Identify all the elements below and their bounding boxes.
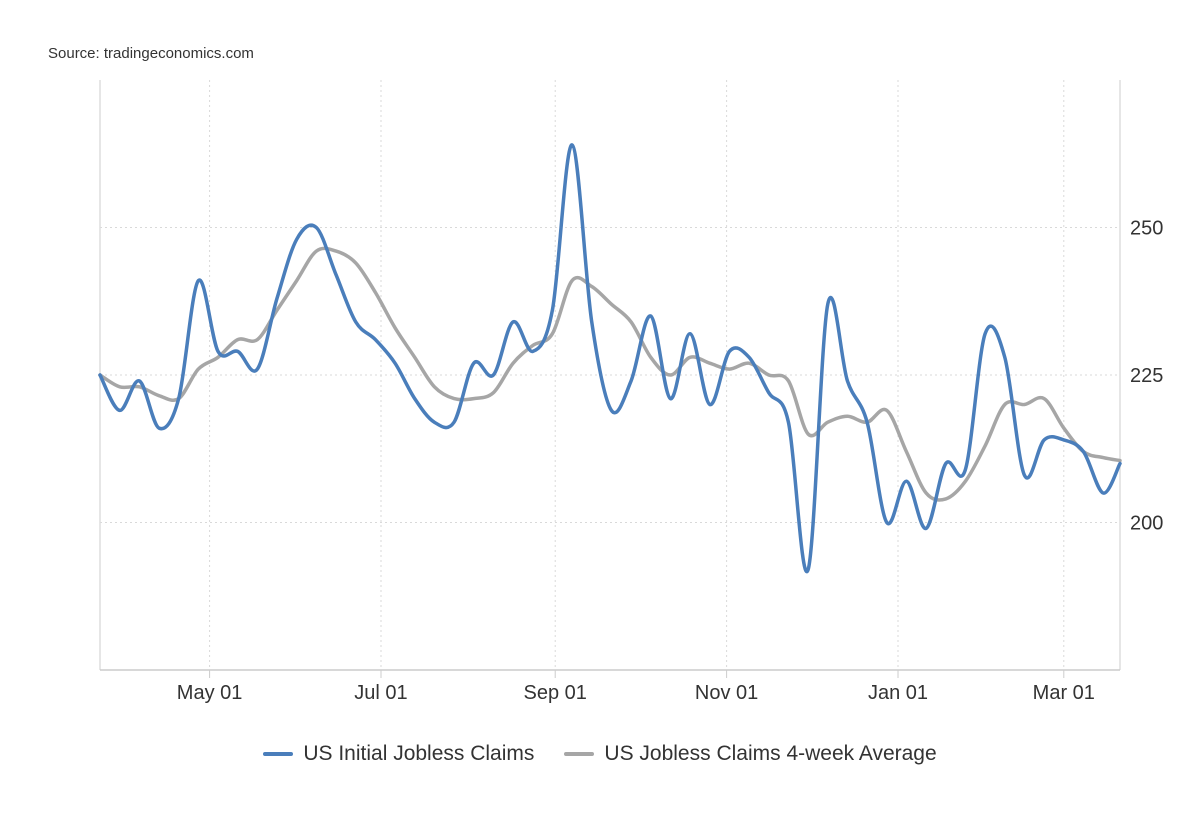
grid xyxy=(100,80,1120,670)
series-lines xyxy=(98,143,1122,574)
x-tick-label: Jul 01 xyxy=(354,682,407,704)
y-tick-label: 225 xyxy=(1130,365,1163,387)
tick-labels: 200 225 250 May 01 Jul 01 Sep 01 Nov 01 Jan 01 M… xyxy=(177,218,1164,705)
legend-label-4-week-average: US Jobless Claims 4-week Average xyxy=(604,742,937,765)
axes xyxy=(99,80,1121,678)
series-line-initial-claims xyxy=(98,143,1122,574)
y-tick-label: 200 xyxy=(1130,513,1163,535)
y-tick-label: 250 xyxy=(1130,218,1163,240)
legend-item-4-week-average[interactable]: US Jobless Claims 4-week Average xyxy=(564,742,937,766)
x-tick-label: Nov 01 xyxy=(695,682,758,704)
x-tick-label: Jan 01 xyxy=(868,682,928,704)
legend-item-initial-claims[interactable]: US Initial Jobless Claims xyxy=(263,742,534,766)
x-tick-label: Mar 01 xyxy=(1033,682,1095,704)
legend-swatch-initial-claims xyxy=(263,752,294,756)
x-tick-label: May 01 xyxy=(177,682,243,704)
legend-label-initial-claims: US Initial Jobless Claims xyxy=(303,742,535,765)
x-tick-label: Sep 01 xyxy=(524,682,587,704)
source-label: Source: tradingeconomics.com xyxy=(48,45,254,62)
legend: US Initial Jobless Claims US Jobless Cla… xyxy=(0,742,1200,766)
legend-swatch-4-week-average xyxy=(564,752,595,756)
